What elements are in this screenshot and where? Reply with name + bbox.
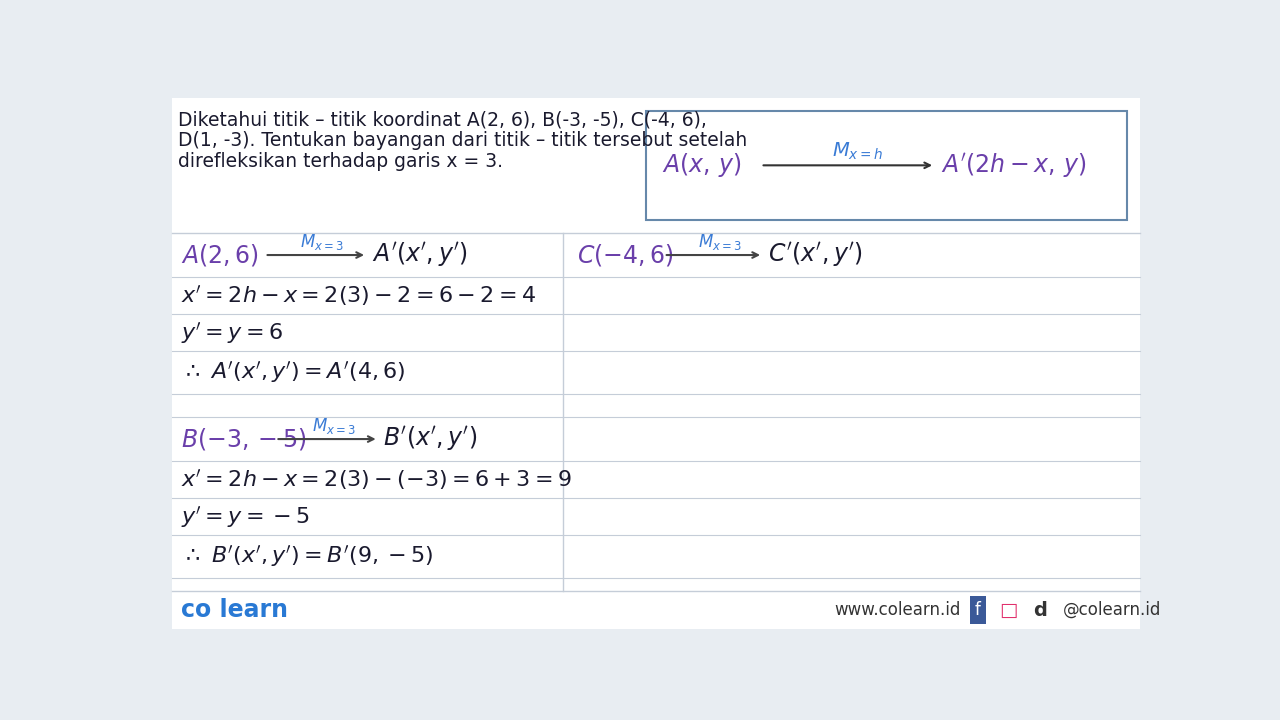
- Text: $B(-3,-5)$: $B(-3,-5)$: [180, 426, 306, 452]
- Text: $A(x,\,y)$: $A(x,\,y)$: [662, 151, 742, 179]
- Text: $M_{x=3}$: $M_{x=3}$: [301, 232, 344, 252]
- Text: d: d: [1033, 600, 1047, 619]
- Text: www.colearn.id: www.colearn.id: [835, 601, 960, 619]
- Text: $x' = 2h- x  =  2(3) - (-3) = 6+3 = 9$: $x' = 2h- x = 2(3) - (-3) = 6+3 = 9$: [180, 467, 572, 492]
- Text: $M_{x=h}$: $M_{x=h}$: [832, 141, 883, 162]
- Text: co learn: co learn: [180, 598, 288, 622]
- Text: @colearn.id: @colearn.id: [1062, 601, 1161, 619]
- FancyBboxPatch shape: [646, 111, 1128, 220]
- Text: f: f: [974, 601, 980, 619]
- Text: D(1, -3). Tentukan bayangan dari titik – titik tersebut setelah: D(1, -3). Tentukan bayangan dari titik –…: [178, 131, 748, 150]
- Text: $y' = y  = 6$: $y' = y = 6$: [180, 320, 283, 346]
- Text: $\therefore \ A'(x', y')  =  A' (4,6)$: $\therefore \ A'(x', y') = A' (4,6)$: [180, 360, 406, 385]
- Text: direfleksikan terhadap garis x = 3.: direfleksikan terhadap garis x = 3.: [178, 152, 503, 171]
- Text: $A(2,6)$: $A(2,6)$: [180, 242, 259, 268]
- Text: $x' = 2h- x  =  2(3) - 2  =  6 -2 = 4$: $x' = 2h- x = 2(3) - 2 = 6 -2 = 4$: [180, 284, 536, 308]
- Text: $M_{x=3}$: $M_{x=3}$: [311, 416, 356, 436]
- Text: Diketahui titik – titik koordinat A(2, 6), B(-3, -5), C(-4, 6),: Diketahui titik – titik koordinat A(2, 6…: [178, 110, 707, 129]
- Text: $\therefore \ B'(x', y')  =  B' ( 9,-5)$: $\therefore \ B'(x', y') = B' ( 9,-5)$: [180, 544, 433, 570]
- Text: $A'(x', y')$: $A'(x', y')$: [371, 240, 467, 269]
- Text: $B'(x', y')$: $B'(x', y')$: [383, 425, 477, 454]
- Text: $M_{x=3}$: $M_{x=3}$: [698, 232, 742, 252]
- Text: $A'(2h - x,\,y)$: $A'(2h - x,\,y)$: [941, 151, 1087, 179]
- Text: □: □: [1000, 600, 1018, 619]
- Text: $C'(x', y')$: $C'(x', y')$: [768, 240, 863, 269]
- Text: $y' = y  =  -5$: $y' = y = -5$: [180, 504, 310, 530]
- Text: $C(-4,6)$: $C(-4,6)$: [577, 242, 673, 268]
